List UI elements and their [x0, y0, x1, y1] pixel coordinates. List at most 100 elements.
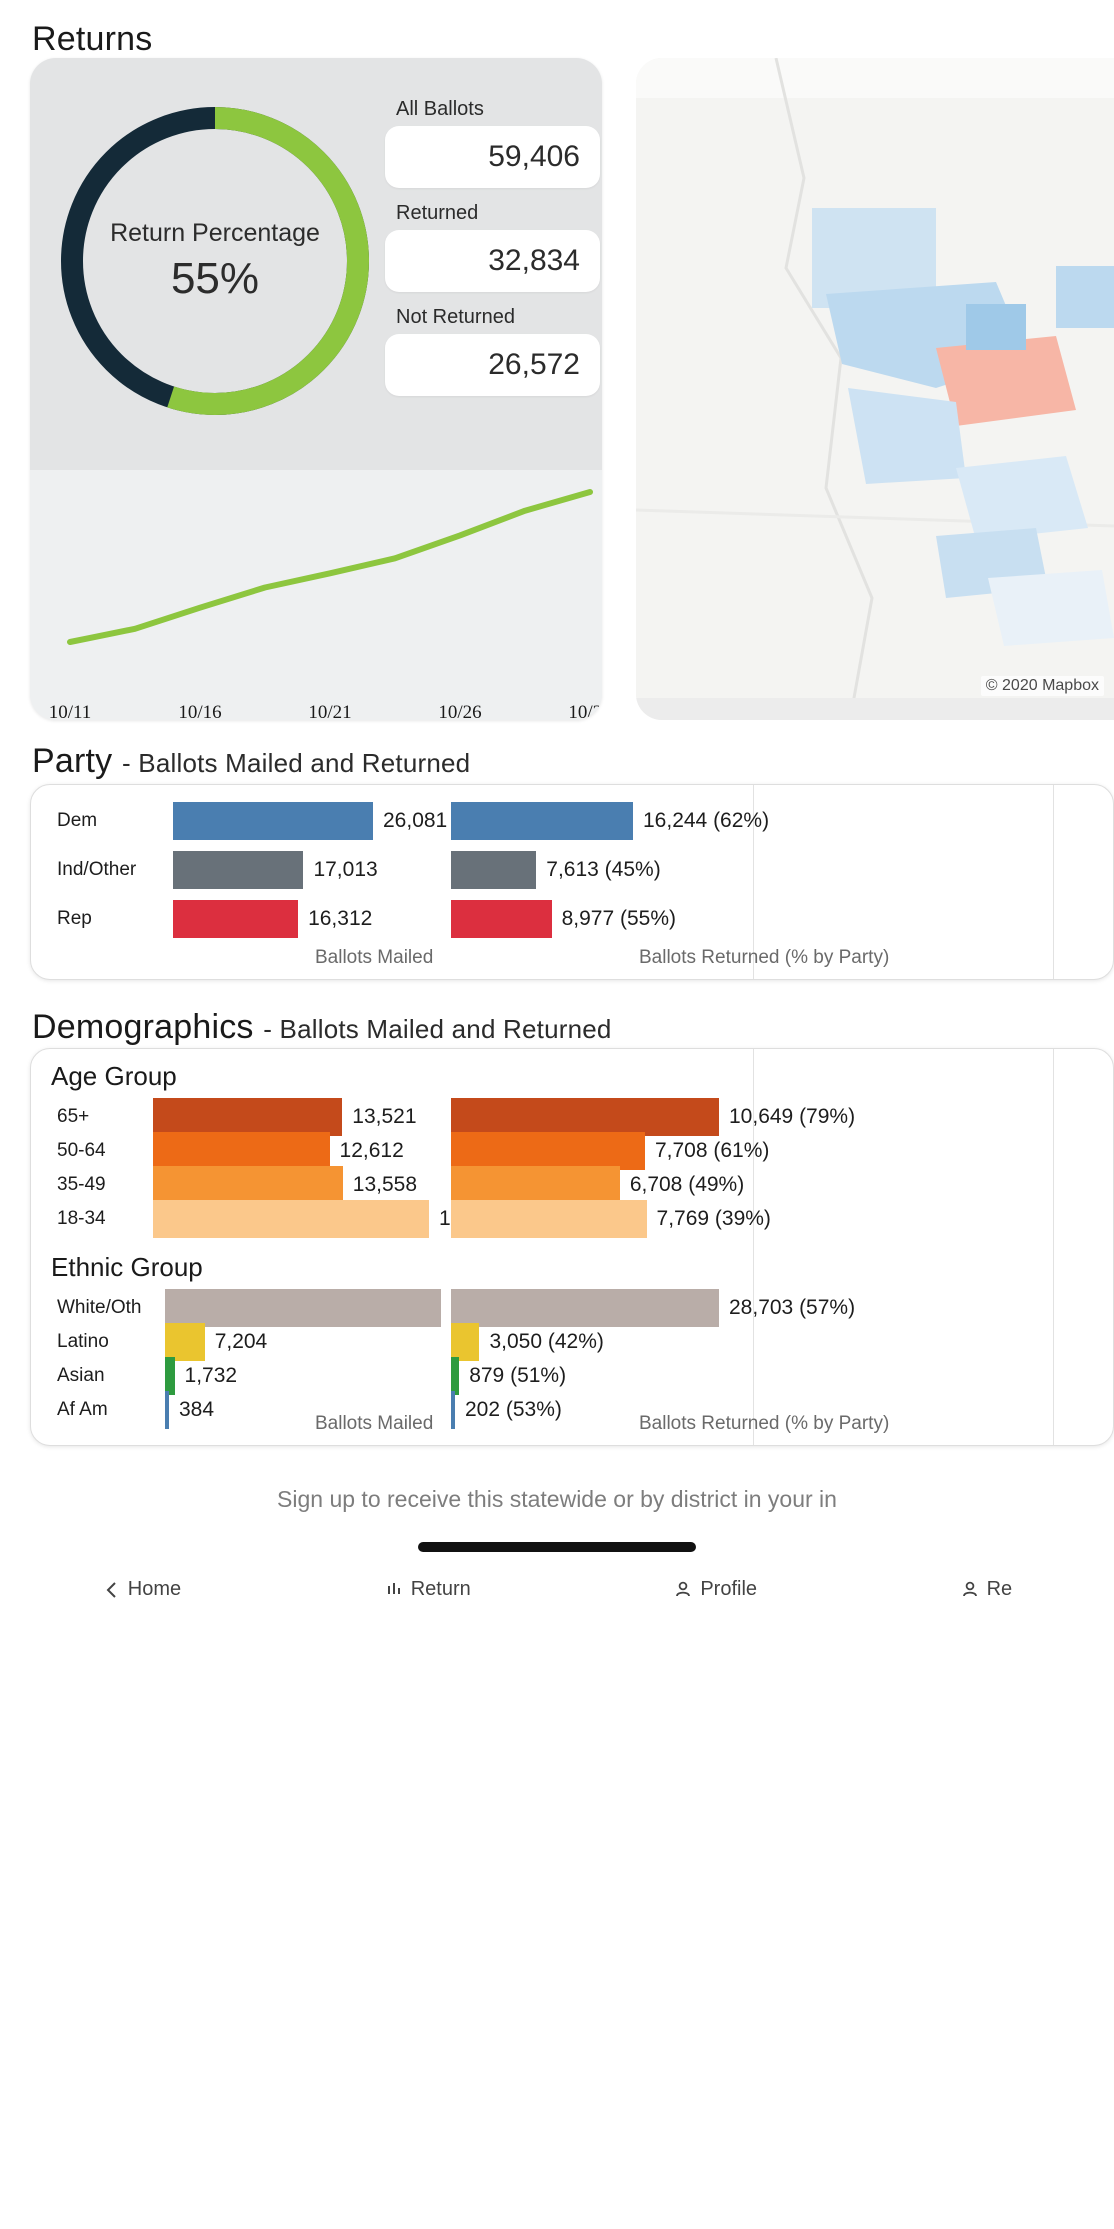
bar-mailed[interactable]	[165, 1391, 169, 1429]
bar-mailed[interactable]	[173, 900, 299, 938]
bar-returned[interactable]	[451, 1166, 620, 1204]
bar-returned[interactable]	[451, 1357, 460, 1395]
home-indicator	[418, 1542, 696, 1552]
demographics-title-main: Demographics	[32, 1008, 254, 1046]
tab-label: Return	[410, 1578, 471, 1600]
stat-value: 59,406	[488, 140, 580, 173]
bar-returned-value: 28,703 (57%)	[729, 1296, 856, 1319]
bar-row[interactable]: 65+ 13,521 10,649 (79%)	[31, 1097, 1113, 1137]
tab-home[interactable]: Home	[102, 1578, 181, 1601]
bar-mailed[interactable]	[165, 1323, 205, 1361]
party-divider-2	[1053, 785, 1054, 979]
bar-returned[interactable]	[451, 1200, 647, 1238]
bar-category-label: 65+	[57, 1106, 90, 1127]
bar-returned[interactable]	[451, 1323, 480, 1361]
bar-row[interactable]: 35-49 13,558 6,708 (49%)	[31, 1165, 1113, 1205]
bar-mailed[interactable]	[153, 1166, 343, 1204]
bar-row[interactable]: Af Am 384 202 (53%)	[31, 1390, 1113, 1430]
party-returned-caption: Ballots Returned (% by Party)	[639, 947, 890, 968]
party-chart-card: Dem 26,081 16,244 (62%) Ind/Other 17,013 7,61…	[30, 784, 1114, 980]
party-divider-1	[753, 785, 754, 979]
person-icon	[961, 1580, 980, 1599]
bars-icon	[385, 1580, 404, 1599]
bar-returned-value: 3,050 (42%)	[489, 1330, 604, 1353]
trend-line-svg	[67, 489, 593, 645]
bar-returned[interactable]	[451, 1289, 719, 1327]
bar-returned-value: 7,708 (61%)	[654, 1139, 770, 1162]
bar-mailed-value: 26,081	[383, 809, 448, 832]
bar-returned[interactable]	[451, 1391, 455, 1429]
bar-mailed-value: 7,204	[214, 1330, 268, 1353]
bar-returned-value: 8,977 (55%)	[561, 907, 676, 930]
map-bottom-strip	[636, 698, 1114, 720]
ethnic-group-heading: Ethnic Group	[51, 1252, 203, 1282]
bar-row[interactable]: Asian 1,732 879 (51%)	[31, 1356, 1113, 1396]
bar-returned[interactable]	[451, 1098, 719, 1136]
party-section-title: Party - Ballots Mailed and Returned	[32, 742, 470, 781]
bar-returned-value: 202 (53%)	[465, 1398, 562, 1421]
bar-row[interactable]: Rep 16,312 8,977 (55%)	[31, 899, 1113, 939]
returns-trend-chart[interactable]: 10/11 10/16 10/21 10/26 10/31	[30, 470, 602, 720]
party-title-sub: - Ballots Mailed and Returned	[122, 748, 471, 778]
signup-note[interactable]: Sign up to receive this statewide or by …	[277, 1486, 837, 1512]
tab-profile[interactable]: Profile	[674, 1578, 757, 1601]
bar-mailed[interactable]	[153, 1098, 343, 1136]
demographics-chart-card: Age Group 65+ 13,521 10,649 (79%) 50-64 12,6…	[30, 1048, 1114, 1446]
bar-mailed[interactable]	[173, 802, 373, 840]
page-title: Returns	[32, 20, 153, 58]
stat-value: 32,834	[488, 244, 580, 277]
tab-return[interactable]: Return	[385, 1578, 471, 1601]
stat-label: Not Returned	[396, 306, 515, 328]
bar-row[interactable]: Latino 7,204 3,050 (42%)	[31, 1322, 1113, 1362]
stat-value-box[interactable]: 26,572	[385, 334, 600, 396]
trend-tick-10-21: 10/21	[308, 702, 352, 720]
demo-divider-1	[753, 1049, 754, 1445]
tab-label: Home	[127, 1578, 182, 1600]
bar-returned[interactable]	[451, 900, 552, 938]
return-percentage-donut[interactable]: Return Percentage 55%	[50, 96, 380, 426]
bar-category-label: 18-34	[57, 1208, 106, 1229]
bar-mailed[interactable]	[153, 1132, 330, 1170]
bar-mailed-value: 1,732	[184, 1364, 238, 1387]
bar-mailed-value: 13,521	[352, 1105, 417, 1128]
bar-row[interactable]: Dem 26,081 16,244 (62%)	[31, 801, 1113, 841]
person-icon	[674, 1580, 693, 1599]
bar-mailed[interactable]	[173, 851, 304, 889]
donut-pane: Return Percentage 55% All Ballots 59,406…	[30, 58, 602, 470]
bar-row[interactable]: White/Oth50,08628,703 (57%)	[31, 1288, 1113, 1328]
bar-category-label: Latino	[57, 1331, 109, 1352]
bar-returned[interactable]	[451, 1132, 645, 1170]
bar-mailed[interactable]	[165, 1289, 441, 1327]
bar-mailed-value: 16,312	[308, 907, 373, 930]
bar-row[interactable]: Ind/Other 17,013 7,613 (45%)	[31, 850, 1113, 890]
tab-re[interactable]: Re	[961, 1578, 1013, 1601]
demographics-section-title: Demographics - Ballots Mailed and Return…	[32, 1008, 612, 1047]
stat-value-box[interactable]: 59,406	[385, 126, 600, 188]
bar-category-label: Af Am	[57, 1399, 108, 1420]
bar-mailed-value: 13,558	[352, 1173, 418, 1196]
bar-row[interactable]: 50-64 12,612 7,708 (61%)	[31, 1131, 1113, 1171]
bar-category-label: Dem	[57, 810, 98, 831]
bar-mailed-value: 17,013	[313, 858, 378, 881]
bar-category-label: 35-49	[57, 1174, 106, 1195]
tab-label: Re	[986, 1578, 1013, 1600]
bar-category-label: Rep	[57, 908, 92, 929]
bar-returned-value: 7,613 (45%)	[546, 858, 661, 881]
trend-tick-10-11: 10/11	[48, 702, 92, 720]
chevron-left-icon	[102, 1580, 121, 1599]
party-title-main: Party	[32, 742, 113, 780]
precinct-map[interactable]: © 2020 Mapbox	[636, 58, 1114, 720]
bottom-tab-bar[interactable]: Home Return Profile Re	[0, 1578, 1114, 1628]
map-attribution: © 2020 Mapbox	[980, 676, 1104, 696]
trend-tick-10-16: 10/16	[178, 702, 222, 720]
demographics-title-sub: - Ballots Mailed and Returned	[263, 1014, 612, 1044]
age-group-heading: Age Group	[51, 1061, 177, 1091]
bar-row[interactable]: 18-3419,7157,769 (39%)	[31, 1199, 1113, 1239]
bar-mailed-value: 12,612	[339, 1139, 404, 1162]
bar-returned[interactable]	[451, 802, 633, 840]
bar-mailed[interactable]	[165, 1357, 175, 1395]
stat-value-box[interactable]: 32,834	[385, 230, 600, 292]
bar-returned[interactable]	[451, 851, 537, 889]
bar-mailed[interactable]	[153, 1200, 429, 1238]
demo-divider-2	[1053, 1049, 1054, 1445]
